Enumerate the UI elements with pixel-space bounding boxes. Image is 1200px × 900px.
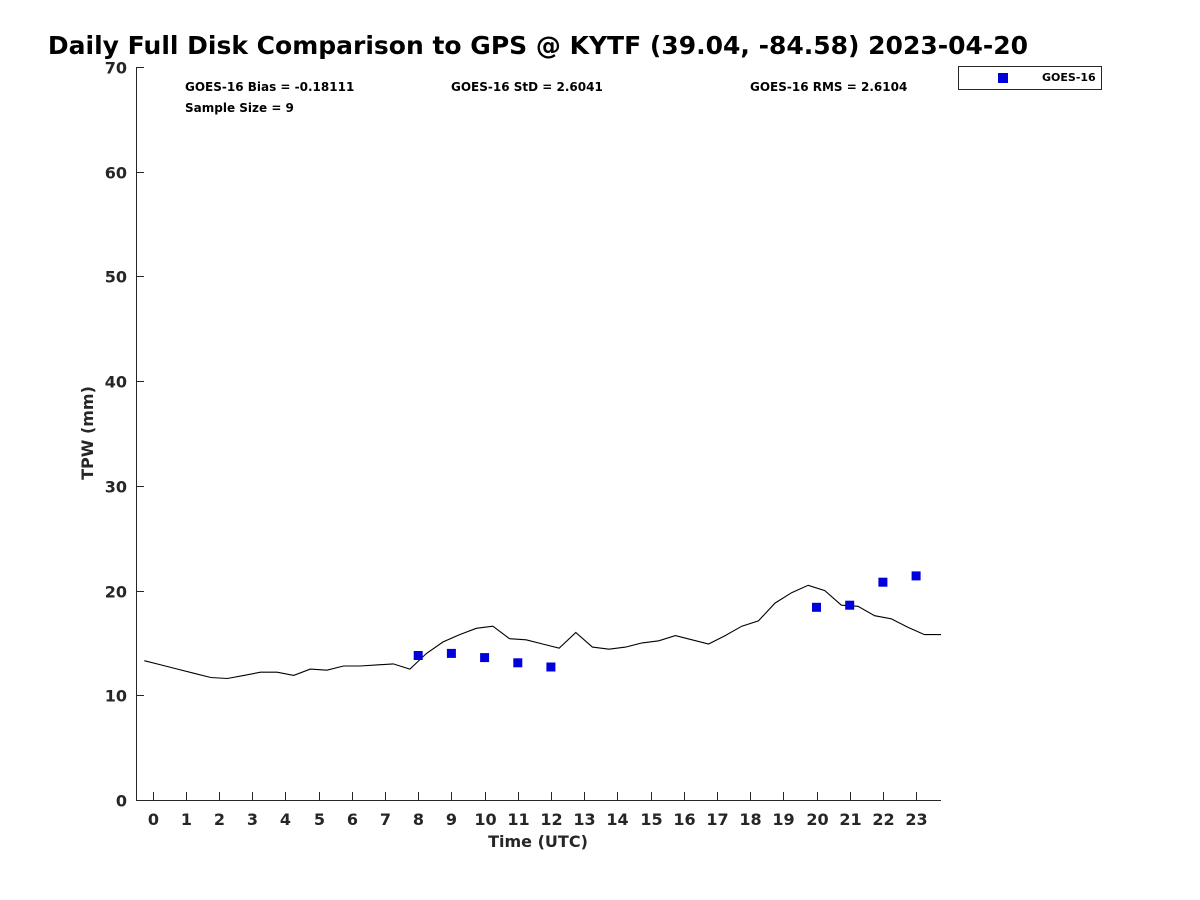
gps-line: [144, 584, 941, 680]
x-tick-label: 17: [706, 810, 728, 829]
y-tick-label: 10: [105, 687, 127, 706]
goes16-point: [546, 662, 556, 672]
y-tick-label: 60: [105, 164, 127, 183]
x-tick-label: 9: [446, 810, 457, 829]
x-tick-label: 11: [507, 810, 529, 829]
x-axis-label: Time (UTC): [488, 832, 588, 851]
x-tick-label: 15: [640, 810, 662, 829]
goes16-point: [812, 602, 821, 612]
x-tick-label: 4: [280, 810, 291, 829]
stat-std: GOES-16 StD = 2.6041: [451, 80, 603, 94]
legend-label: GOES-16: [1042, 71, 1096, 84]
gps-line-series: [144, 584, 941, 680]
x-tick-label: 22: [872, 810, 894, 829]
legend-box: [958, 66, 1102, 90]
stat-bias: GOES-16 Bias = -0.18111: [185, 80, 354, 94]
goes16-point: [446, 648, 456, 658]
x-tick-label: 13: [573, 810, 595, 829]
goes16-point: [480, 653, 490, 663]
x-tick-label: 2: [214, 810, 225, 829]
legend: GOES-16: [958, 66, 1102, 90]
y-axis-label: TPW (mm): [78, 386, 97, 480]
chart-title: Daily Full Disk Comparison to GPS @ KYTF…: [48, 31, 1028, 60]
goes16-point: [413, 651, 423, 660]
x-tick-label: 8: [413, 810, 424, 829]
x-tick-label: 1: [181, 810, 192, 829]
x-tick-label: 12: [540, 810, 562, 829]
x-tick-label: 0: [148, 810, 159, 829]
x-tick-label: 18: [739, 810, 761, 829]
y-tick-label: 40: [105, 373, 127, 392]
x-tick-label: 3: [247, 810, 258, 829]
legend-marker: [998, 73, 1008, 83]
y-tick-label: 30: [105, 478, 127, 497]
x-tick-label: 10: [474, 810, 496, 829]
stat-rms: GOES-16 RMS = 2.6104: [750, 80, 907, 94]
x-tick-label: 23: [905, 810, 927, 829]
goes16-points: [413, 571, 921, 672]
stat-sample-size: Sample Size = 9: [185, 101, 294, 115]
y-tick-label: 70: [105, 59, 127, 78]
x-tick-label: 5: [314, 810, 325, 829]
goes16-point: [911, 571, 921, 581]
x-tick-label: 7: [380, 810, 391, 829]
goes16-point: [878, 577, 888, 587]
x-ticks: 0 1 2 3 4 5 6 7 8 9 10 11 12 13 14 15 16 17 18 19 20 21 22 23: [148, 792, 928, 829]
x-tick-label: 16: [673, 810, 695, 829]
x-tick-label: 6: [347, 810, 358, 829]
x-tick-label: 20: [806, 810, 828, 829]
goes16-point: [845, 600, 855, 610]
x-tick-label: 19: [772, 810, 794, 829]
x-tick-label: 21: [839, 810, 861, 829]
goes16-point: [513, 658, 523, 668]
y-ticks: 0 10 20 30 40 50 60 70: [105, 59, 144, 811]
y-tick-label: 20: [105, 583, 127, 602]
x-tick-label: 14: [606, 810, 628, 829]
y-tick-label: 0: [116, 792, 127, 811]
y-tick-label: 50: [105, 268, 127, 287]
plot-axes: [136, 67, 941, 801]
